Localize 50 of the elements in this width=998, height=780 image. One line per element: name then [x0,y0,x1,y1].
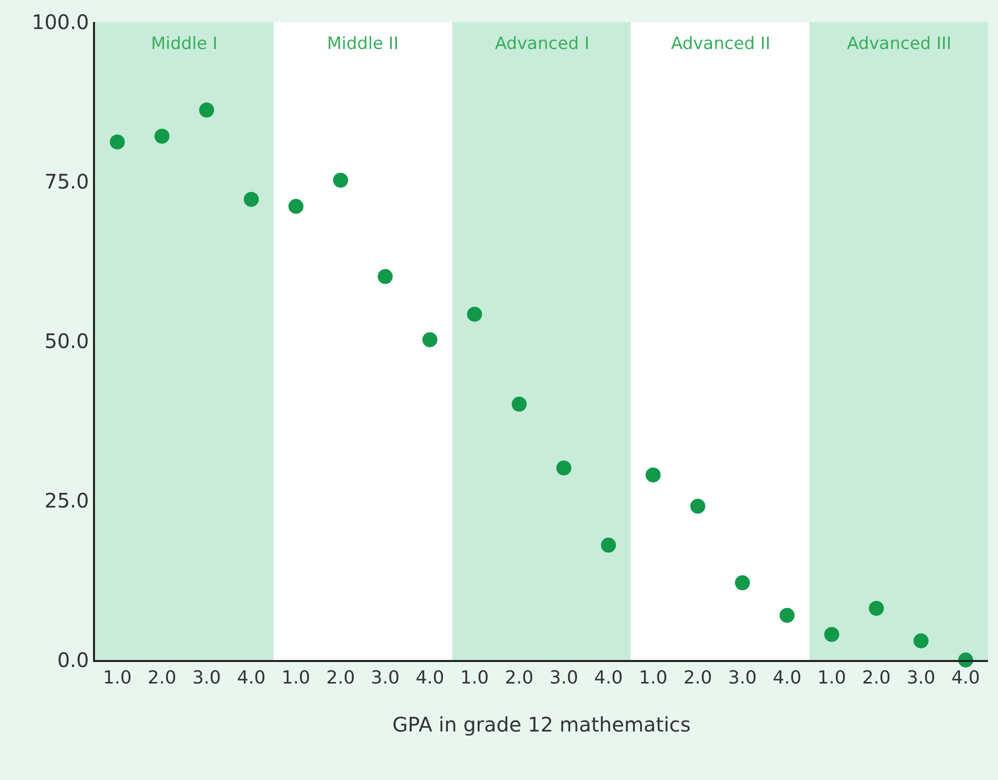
point [288,198,304,214]
x-tick-label: 1.0 [460,668,489,689]
x-tick-label: 4.0 [594,668,623,689]
x-axis-title: GPA in grade 12 mathematics [392,712,691,737]
point [244,192,259,207]
annotation: Middle II [327,34,399,54]
x-tick-label: 2.0 [862,668,891,689]
y-tick-label: 100.0 [32,10,89,34]
point [333,172,348,188]
x-tick-label: 2.0 [683,668,712,689]
point [199,102,214,118]
x-tick-label: 1.0 [103,668,132,689]
x-tick-label: 3.0 [550,668,578,689]
y-tick-label: 50.0 [44,329,89,353]
x-tick-label: 4.0 [951,668,980,689]
point [154,128,170,144]
x-tick-label: 2.0 [148,668,176,689]
x-tick-label: 1.0 [638,668,668,689]
annotation: Advanced III [847,34,952,54]
y-tick-label: 0.0 [57,648,89,672]
point [556,460,572,476]
x-tick-label: 3.0 [906,668,936,689]
point [690,498,706,514]
annotation: Advanced II [671,34,770,54]
annotation: Middle I [151,34,218,54]
point [780,608,795,623]
point [824,626,840,642]
point [512,396,527,412]
x-tick-label: 3.0 [370,668,400,689]
y-tick-label: 75.0 [44,170,89,194]
y-tick-label: 25.0 [44,488,89,512]
annotation: Advanced I [495,34,590,54]
point [734,575,750,590]
point [868,600,884,616]
x-tick-label: 4.0 [416,668,444,689]
point [467,306,482,322]
x-tick-label: 3.0 [192,668,221,689]
x-tick-label: 2.0 [504,668,534,689]
point [646,467,661,482]
x-tick-label: 4.0 [772,668,802,689]
x-tick-label: 1.0 [282,668,310,689]
x-tick-label: 4.0 [236,668,266,689]
point [600,538,616,553]
point [110,134,125,150]
point [914,633,929,648]
x-tick-label: 3.0 [728,668,757,689]
x-tick-label: 2.0 [326,668,355,689]
point [378,269,393,284]
point [422,332,438,348]
x-tick-label: 1.0 [817,668,846,689]
